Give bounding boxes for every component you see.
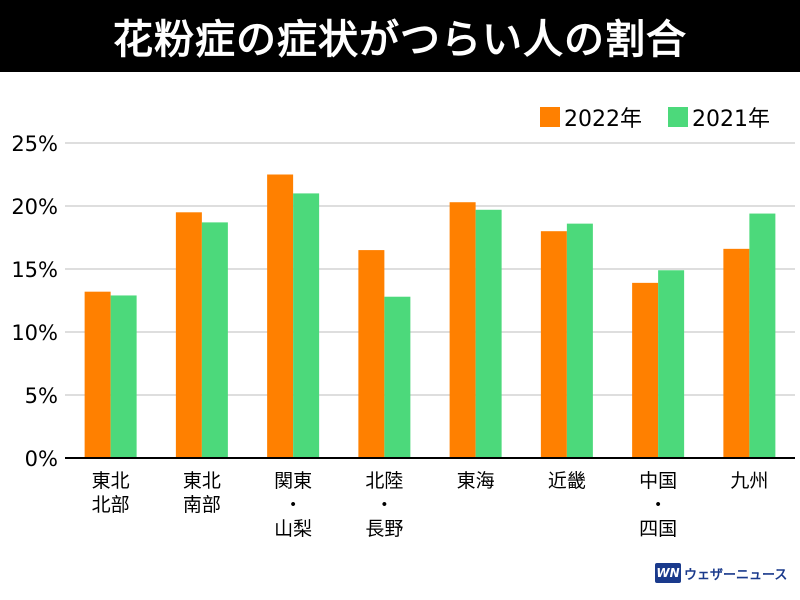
y-tick-label-0: 0%: [25, 447, 58, 471]
y-tick-label-10: 10%: [11, 321, 58, 345]
y-tick-label-5: 5%: [25, 384, 58, 408]
bar-2022年-1: [175, 212, 202, 458]
bar-2022年-4: [449, 202, 476, 458]
y-tick-label-15: 15%: [11, 258, 58, 282]
bar-2021年-6: [658, 270, 685, 458]
bar-2021年-4: [475, 209, 502, 458]
x-tick-label-2-2: 山梨: [274, 518, 312, 540]
x-tick-label-2-1: ・: [284, 494, 303, 516]
y-tick-label-25: 25%: [11, 132, 58, 156]
bar-2021年-0: [110, 295, 137, 458]
x-tick-label-0-0: 東北: [92, 470, 130, 492]
bar-2022年-2: [267, 174, 294, 458]
x-tick-label-2-0: 関東: [274, 470, 312, 492]
bar-2022年-0: [84, 291, 111, 458]
title-bar: 花粉症の症状がつらい人の割合: [0, 0, 800, 72]
y-tick-label-20: 20%: [11, 195, 58, 219]
x-tick-label-3-0: 北陸: [365, 470, 403, 492]
bar-2022年-5: [540, 231, 567, 458]
legend-label-0: 2022年: [564, 107, 642, 132]
x-tick-label-6-1: ・: [649, 494, 668, 516]
weathernews-logo: WN ウェザーニュース: [655, 562, 787, 584]
bar-2021年-2: [293, 193, 320, 458]
x-tick-label-1-0: 東北: [183, 470, 221, 492]
bar-2021年-5: [566, 223, 593, 458]
legend-label-1: 2021年: [692, 107, 770, 132]
x-tick-label-0-1: 北部: [92, 494, 130, 516]
bar-2021年-1: [201, 222, 228, 458]
x-tick-label-6-0: 中国: [639, 470, 677, 492]
legend-swatch-1: [668, 107, 688, 127]
x-tick-label-3-1: ・: [375, 494, 394, 516]
x-tick-label-5-0: 近畿: [548, 470, 586, 492]
bar-2022年-3: [358, 250, 385, 458]
bar-2021年-3: [384, 296, 411, 458]
chart-title: 花粉症の症状がつらい人の割合: [113, 17, 687, 63]
x-tick-label-3-2: 長野: [365, 518, 403, 540]
x-tick-label-7-0: 九州: [730, 470, 768, 492]
weathernews-logo-icon: WN: [655, 563, 681, 583]
x-tick-label-1-1: 南部: [183, 494, 221, 516]
x-tick-label-6-2: 四国: [639, 518, 677, 540]
bar-2022年-6: [632, 282, 659, 458]
x-tick-label-4-0: 東海: [457, 470, 495, 492]
bar-2021年-7: [749, 213, 776, 458]
bar-2022年-7: [723, 248, 750, 458]
weathernews-logo-text: ウェザーニュース: [684, 567, 788, 583]
legend-swatch-0: [540, 107, 560, 127]
